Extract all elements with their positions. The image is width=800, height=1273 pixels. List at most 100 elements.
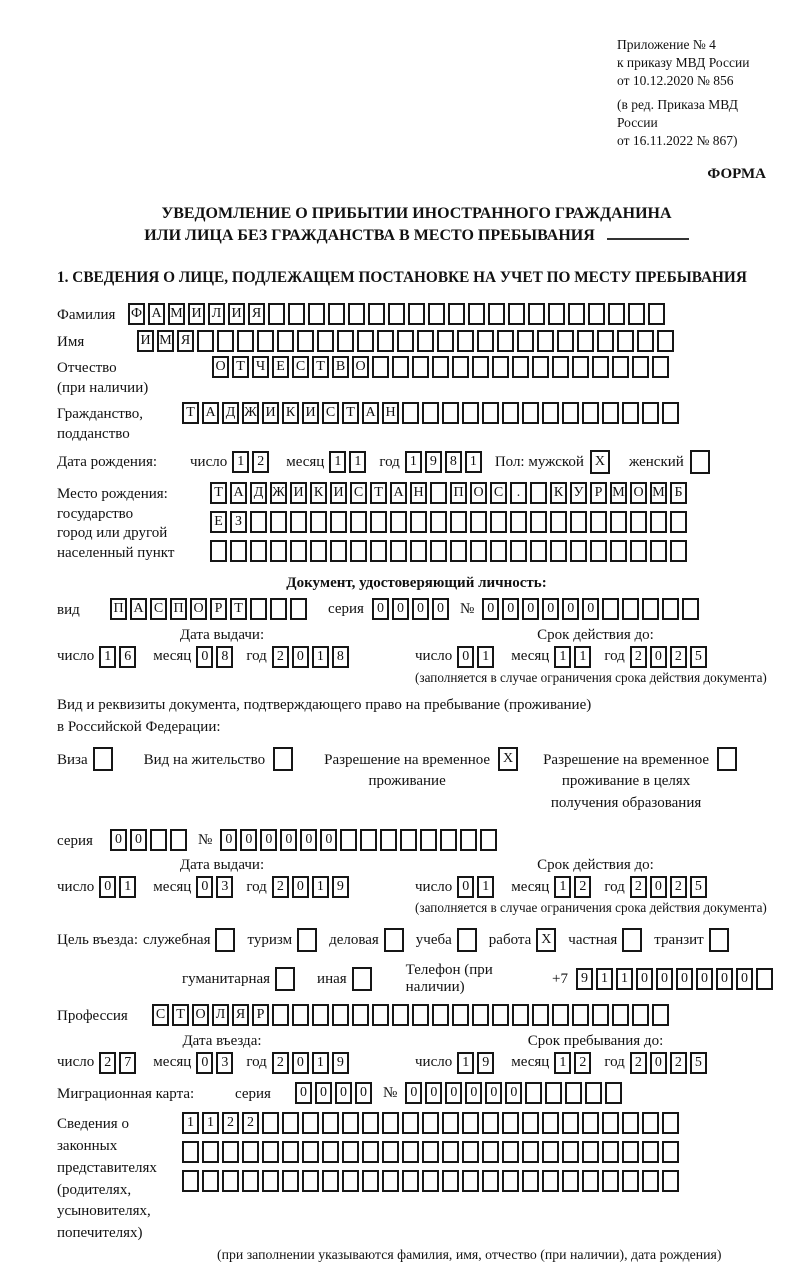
residence-permit-option: Вид на жительство — [144, 746, 296, 772]
char-box: Т — [210, 482, 227, 505]
char-box: И — [137, 329, 154, 352]
char-box: 0 — [457, 645, 475, 668]
purpose-study-label: учеба — [415, 931, 452, 948]
purpose-transit-label: транзит — [654, 931, 704, 948]
char-box — [592, 356, 609, 379]
entry-day-label: число — [57, 1054, 95, 1071]
amendment-line-2: от 16.11.2022 № 867) — [617, 133, 738, 149]
char-box: Е — [272, 356, 289, 379]
char-box — [428, 303, 445, 326]
char-box — [532, 1004, 549, 1027]
char-box: 0 — [542, 598, 560, 621]
char-box: А — [130, 598, 147, 621]
char-box: 2 — [629, 645, 647, 668]
char-box — [277, 329, 294, 352]
char-box: Т — [172, 1004, 189, 1027]
char-box — [662, 402, 679, 425]
char-box — [342, 1170, 359, 1193]
char-box: 0 — [425, 1081, 443, 1104]
char-box — [468, 303, 485, 326]
char-box — [632, 356, 649, 379]
doc-validity-note: (заполняется в случае ограничения срока … — [415, 669, 767, 685]
char-box — [417, 329, 434, 352]
char-box — [302, 1170, 319, 1193]
char-box — [462, 402, 479, 425]
char-box: Р — [590, 482, 607, 505]
char-box — [410, 540, 427, 563]
char-box — [630, 511, 647, 534]
char-box: 0 — [291, 645, 309, 668]
char-box — [682, 598, 700, 621]
char-box — [290, 540, 307, 563]
birthplace-label-line1: Место рождения: — [57, 486, 168, 503]
char-box — [542, 402, 559, 425]
char-box: 0 — [260, 828, 278, 851]
char-box: 2 — [99, 1051, 117, 1074]
char-box — [442, 1112, 459, 1135]
char-box — [217, 329, 234, 352]
char-box — [412, 356, 429, 379]
char-box — [470, 540, 487, 563]
purpose-work: работа X — [489, 928, 560, 953]
char-box — [502, 1112, 519, 1135]
char-box — [462, 1141, 479, 1164]
char-box: 0 — [502, 598, 520, 621]
birthplace-label-line3: город или другой — [57, 525, 168, 542]
sex-female-checkbox — [689, 450, 710, 475]
char-box: 2 — [669, 1051, 687, 1074]
char-box — [392, 1004, 409, 1027]
char-box — [642, 402, 659, 425]
char-box — [492, 356, 509, 379]
char-box — [528, 303, 545, 326]
char-box: 1 — [464, 451, 482, 474]
char-box — [590, 540, 607, 563]
char-box — [502, 1141, 519, 1164]
char-box — [588, 303, 605, 326]
visa-label: Виза — [57, 751, 88, 768]
char-box — [342, 1112, 359, 1135]
visa-option: Виза — [57, 746, 116, 772]
char-box: В — [332, 356, 349, 379]
char-box — [382, 1170, 399, 1193]
char-box — [457, 329, 474, 352]
purpose-business: деловая — [329, 928, 407, 953]
citizenship-label: Гражданство, подданство — [57, 402, 182, 444]
char-box — [310, 540, 327, 563]
residence-doc-intro-line1: Вид и реквизиты документа, подтверждающе… — [57, 696, 592, 713]
amendment-note: (в ред. Приказа МВД России от 16.11.2022… — [617, 96, 776, 149]
char-box — [662, 598, 680, 621]
doc-issue-year-label: год — [246, 648, 267, 665]
char-box: 0 — [391, 598, 409, 621]
purpose-private-label: частная — [568, 931, 618, 948]
char-box — [328, 303, 345, 326]
char-box — [537, 329, 554, 352]
char-box — [572, 356, 589, 379]
char-box: 0 — [676, 968, 693, 991]
char-box: А — [362, 402, 379, 425]
char-box: 0 — [696, 968, 713, 991]
rvp-validity-note: (заполняется в случае ограничения срока … — [415, 900, 767, 916]
char-box — [482, 402, 499, 425]
char-box — [368, 303, 385, 326]
char-box: 9 — [331, 876, 349, 899]
char-box — [270, 540, 287, 563]
stay-month-label: месяц — [511, 1054, 550, 1071]
char-box: 2 — [252, 451, 270, 474]
char-box: С — [152, 1004, 169, 1027]
char-box: 0 — [291, 876, 309, 899]
patronymic-label: Отчество (при наличии) — [57, 356, 212, 398]
char-box — [360, 828, 378, 851]
